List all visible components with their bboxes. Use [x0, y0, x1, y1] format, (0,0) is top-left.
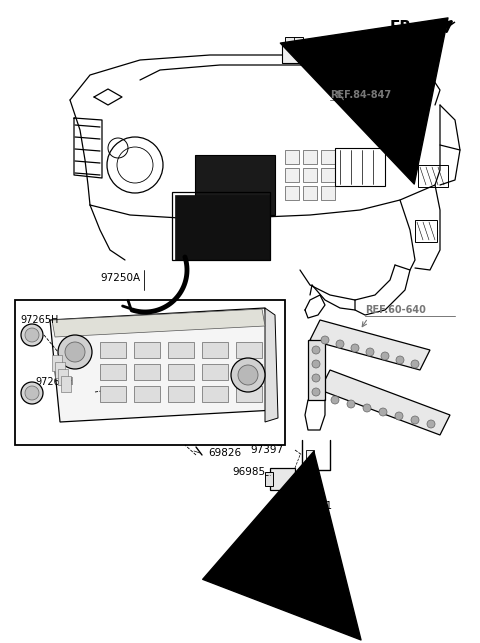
Bar [202, 386, 228, 402]
Circle shape [381, 352, 389, 360]
Bar [321, 150, 335, 164]
Text: 97265H: 97265H [20, 315, 59, 325]
Circle shape [351, 344, 359, 352]
Circle shape [21, 324, 43, 346]
Bar [321, 186, 335, 200]
Circle shape [312, 374, 320, 382]
Bar [61, 376, 71, 392]
Circle shape [25, 328, 39, 342]
Bar [282, 45, 306, 63]
Polygon shape [52, 309, 265, 337]
Polygon shape [50, 308, 275, 422]
Circle shape [21, 382, 43, 404]
Bar [285, 37, 303, 47]
Bar [415, 220, 437, 242]
Circle shape [395, 412, 403, 420]
Bar [285, 150, 299, 164]
Circle shape [238, 365, 258, 385]
Circle shape [363, 404, 371, 412]
Circle shape [65, 342, 85, 362]
Bar [202, 364, 228, 380]
Bar [236, 386, 262, 402]
Polygon shape [415, 22, 455, 50]
Bar [270, 468, 295, 490]
Circle shape [312, 360, 320, 368]
Bar [175, 195, 270, 260]
Polygon shape [308, 340, 325, 400]
Text: 97250A: 97250A [100, 273, 140, 283]
Circle shape [275, 499, 285, 509]
Bar [303, 186, 317, 200]
Circle shape [379, 408, 387, 416]
Circle shape [231, 358, 265, 392]
Circle shape [411, 416, 419, 424]
Bar [202, 342, 228, 358]
Polygon shape [320, 370, 450, 435]
Bar [134, 364, 160, 380]
Bar [15, 300, 285, 445]
Text: 97397: 97397 [250, 445, 283, 455]
Text: FR.: FR. [390, 21, 418, 35]
Text: REF.60-640: REF.60-640 [365, 305, 426, 315]
Text: 12441: 12441 [300, 501, 333, 511]
Text: REF.84-847: REF.84-847 [330, 90, 391, 100]
Circle shape [312, 346, 320, 354]
Circle shape [411, 360, 419, 368]
Text: 69826: 69826 [208, 448, 241, 458]
Text: 97265H: 97265H [35, 377, 73, 387]
Circle shape [347, 400, 355, 408]
Bar [236, 342, 262, 358]
Text: FR.: FR. [215, 568, 243, 583]
Polygon shape [310, 320, 430, 370]
Bar [100, 386, 126, 402]
Text: 96985: 96985 [232, 467, 265, 477]
Bar [134, 386, 160, 402]
Bar [285, 168, 299, 182]
Bar [58, 369, 68, 385]
Bar [100, 364, 126, 380]
Circle shape [366, 348, 374, 356]
Bar [168, 364, 194, 380]
Circle shape [336, 340, 344, 348]
Circle shape [331, 396, 339, 404]
Bar [168, 342, 194, 358]
Bar [134, 342, 160, 358]
Bar [236, 364, 262, 380]
Bar [418, 165, 448, 187]
Text: 97253: 97253 [333, 45, 366, 55]
Bar [55, 362, 65, 378]
Bar [285, 186, 299, 200]
Bar [172, 192, 270, 260]
Circle shape [396, 356, 404, 364]
Circle shape [25, 386, 39, 400]
Circle shape [58, 335, 92, 369]
Bar [265, 472, 273, 486]
Circle shape [321, 336, 329, 344]
Bar [195, 155, 275, 215]
Bar [168, 386, 194, 402]
Bar [335, 148, 385, 186]
Bar [306, 450, 314, 480]
Bar [303, 168, 317, 182]
Bar [100, 342, 126, 358]
Circle shape [312, 388, 320, 396]
Circle shape [427, 420, 435, 428]
Polygon shape [265, 308, 278, 422]
Bar [52, 355, 62, 371]
Bar [303, 150, 317, 164]
Bar [321, 168, 335, 182]
